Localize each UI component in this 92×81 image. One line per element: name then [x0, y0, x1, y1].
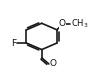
Text: O: O [59, 19, 66, 28]
Text: F: F [11, 38, 16, 47]
Text: O: O [49, 59, 56, 68]
Text: CH$_3$: CH$_3$ [71, 18, 88, 30]
